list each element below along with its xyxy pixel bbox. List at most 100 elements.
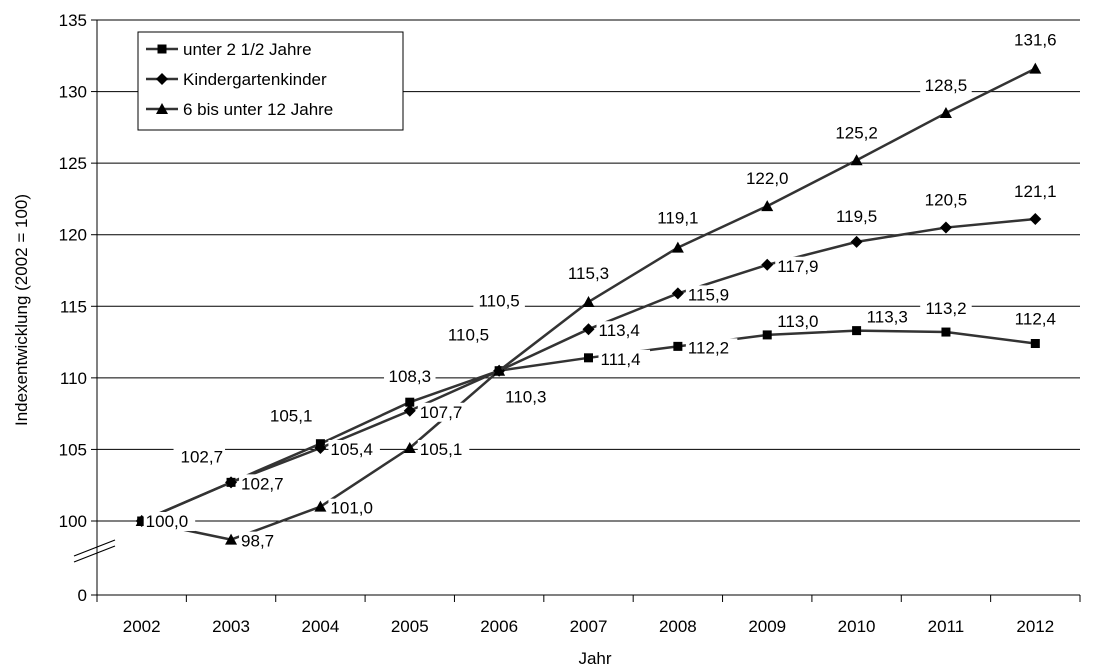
y-tick-label: 120 [59,226,87,245]
legend-entry-label: Kindergartenkinder [183,70,327,89]
data-label-background [920,299,972,319]
data-label: 119,5 [836,207,877,226]
y-tick-label: 115 [60,297,87,316]
data-label: 100,0 [146,512,189,531]
axis-break-mark [73,539,116,557]
data-label: 112,4 [1015,310,1056,329]
data-point [1030,339,1040,349]
data-label: 102,7 [241,474,284,493]
data-label: 112,2 [688,338,729,357]
data-label: 102,7 [180,447,223,466]
y-tick-label: 125 [59,154,87,173]
data-label-background [775,311,827,331]
data-label: 98,7 [241,532,274,551]
x-tick-label: 2002 [123,617,161,636]
data-label: 120,5 [925,191,968,210]
data-label: 111,4 [601,350,641,369]
data-label-background [920,76,972,96]
legend-entry-label: 6 bis unter 12 Jahre [183,100,333,119]
data-label-background [503,387,555,407]
data-label-background [173,447,226,467]
x-tick-label: 2007 [570,617,608,636]
data-label: 113,3 [867,308,908,327]
x-tick-label: 2006 [480,617,518,636]
data-label: 105,1 [420,440,463,459]
data-point [850,154,863,166]
x-tick-label: 2011 [928,617,965,636]
data-label-background [596,321,648,341]
y-tick-label: 110 [60,369,87,388]
series-group [135,62,1042,545]
data-label-background [1009,309,1062,329]
data-point [852,326,862,336]
data-label-background [417,439,470,459]
data-point [941,327,951,337]
data-label-background [652,208,704,228]
data-label: 122,0 [746,169,789,188]
data-label-background [417,402,470,422]
data-label-background [864,307,917,327]
y-tick-label: 100 [59,512,87,531]
data-label-background [328,498,380,518]
data-point [403,441,416,453]
data-label: 113,2 [925,299,966,318]
data-label-background [239,531,282,551]
y-tick-label: 105 [59,440,87,459]
data-label-background [143,512,196,531]
data-point [314,441,327,454]
data-label: 107,7 [420,403,463,422]
data-point [582,295,595,307]
data-label: 131,6 [1014,31,1057,50]
data-point [671,241,684,253]
data-label: 105,4 [330,440,373,459]
data-label: 110,5 [478,292,519,311]
data-point [493,364,506,376]
data-label: 119,1 [657,209,698,228]
legend: unter 2 1/2 Jahre Kindergartenkinder 6 bis… [137,31,404,131]
x-tick-label: 2003 [212,617,250,636]
data-point [673,341,683,351]
legend-entry-label: unter 2 1/2 Jahre [183,40,312,59]
data-label: 117,9 [777,257,818,276]
data-point [225,476,238,489]
x-tick-label: 2004 [301,617,339,636]
data-label: 110,3 [505,388,546,407]
data-point [225,533,238,545]
legend-marker [156,103,168,114]
data-label-background [685,285,738,305]
data-label-background [262,406,315,426]
data-label-background [473,291,525,311]
y-tick-label: 135 [59,11,87,30]
data-label: 108,3 [388,367,431,386]
data-point [584,353,593,363]
y-tick-label: 130 [59,83,87,102]
data-point [939,221,952,234]
data-label: 115,9 [688,285,729,304]
data-label-background [328,439,380,459]
data-point [762,330,772,340]
data-label: 105,1 [270,407,313,426]
axis-break-mark [73,545,116,563]
data-point [314,500,327,512]
data-label-background [775,256,827,276]
data-label-background [562,263,615,283]
data-label-background [830,206,883,226]
x-tick-label: 2008 [659,617,697,636]
x-axis-title: Jahr [578,649,611,668]
y-tick-label: 0 [78,586,87,605]
data-label-background [384,367,436,387]
data-label: 110,5 [448,326,489,345]
legend-box [137,31,404,131]
data-label: 128,5 [925,76,968,95]
x-tick-label: 2005 [391,617,429,636]
axes: 0 100 105 110 115 120 125 130 135 2002 2003 2004 200… [59,11,1081,636]
data-label-background [920,190,972,210]
data-label: 113,0 [777,312,818,331]
legend-marker [157,44,167,54]
data-point [582,323,595,336]
data-label-background [741,169,793,189]
data-point [939,107,952,119]
x-tick-label: 2010 [838,617,876,636]
data-point [403,404,416,417]
